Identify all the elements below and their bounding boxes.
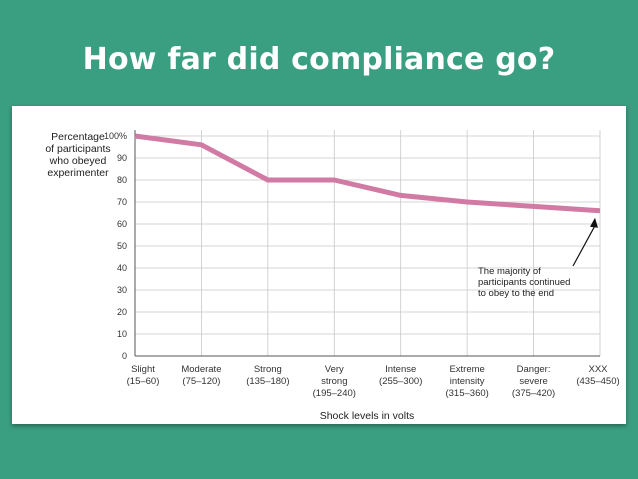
x-category-label: Slight bbox=[131, 364, 155, 375]
x-category-label: severe bbox=[519, 376, 548, 387]
y-tick-label: 80 bbox=[117, 175, 127, 185]
x-category-label: Moderate bbox=[181, 364, 221, 375]
y-tick-label: 50 bbox=[117, 241, 127, 251]
x-category-label: Intense bbox=[385, 364, 416, 375]
annotation-arrowhead bbox=[590, 217, 598, 228]
x-category-label: (255–300) bbox=[379, 376, 422, 387]
y-axis-title-line: Percentage bbox=[51, 131, 105, 143]
y-axis-title-line: experimenter bbox=[47, 167, 109, 179]
x-category-label: Danger: bbox=[517, 364, 551, 375]
x-category-label: (75–120) bbox=[182, 376, 220, 387]
y-tick-label: 10 bbox=[117, 329, 127, 339]
x-category-label: (375–420) bbox=[512, 388, 555, 399]
x-axis-title: Shock levels in volts bbox=[320, 410, 415, 422]
y-tick-label: 100% bbox=[104, 131, 127, 141]
x-category-label: intensity bbox=[450, 376, 485, 387]
x-category-label: (135–180) bbox=[246, 376, 289, 387]
annotation-text: participants continued bbox=[478, 277, 570, 288]
y-tick-label: 90 bbox=[117, 153, 127, 163]
x-category-label: (15–60) bbox=[127, 376, 160, 387]
x-category-label: (435–450) bbox=[576, 376, 619, 387]
y-tick-label: 20 bbox=[117, 307, 127, 317]
y-tick-label: 70 bbox=[117, 197, 127, 207]
y-axis-title-line: who obeyed bbox=[49, 155, 107, 167]
y-tick-label: 0 bbox=[122, 351, 127, 361]
y-axis-title-line: of participants bbox=[45, 143, 110, 155]
gridlines bbox=[135, 130, 601, 356]
annotation-text: to obey to the end bbox=[478, 288, 554, 299]
x-category-label: strong bbox=[321, 376, 347, 387]
annotation-arrow bbox=[572, 223, 597, 267]
axes bbox=[134, 130, 600, 357]
x-axis-categories: Slight(15–60) Moderate(75–120) Strong(135–… bbox=[127, 364, 620, 399]
slide-title: How far did compliance go? bbox=[82, 42, 556, 77]
annotation-text: The majority of bbox=[478, 266, 541, 277]
x-category-label: Strong bbox=[254, 364, 282, 375]
x-category-label: XXX bbox=[588, 364, 608, 375]
y-tick-label: 40 bbox=[117, 263, 127, 273]
x-category-label: Extreme bbox=[449, 364, 484, 375]
series-line-obeyed bbox=[134, 133, 601, 214]
chart-panel: Percentage of participants who obeyed exper… bbox=[12, 106, 626, 424]
x-category-label: (195–240) bbox=[313, 388, 356, 399]
x-category-label: (315–360) bbox=[445, 388, 488, 399]
x-category-label: Very bbox=[325, 364, 344, 375]
y-tick-label: 60 bbox=[117, 219, 127, 229]
y-axis-ticks: 0 10 20 30 40 50 60 70 80 90 100% bbox=[104, 131, 127, 361]
series-line bbox=[134, 133, 601, 214]
y-tick-label: 30 bbox=[117, 285, 127, 295]
